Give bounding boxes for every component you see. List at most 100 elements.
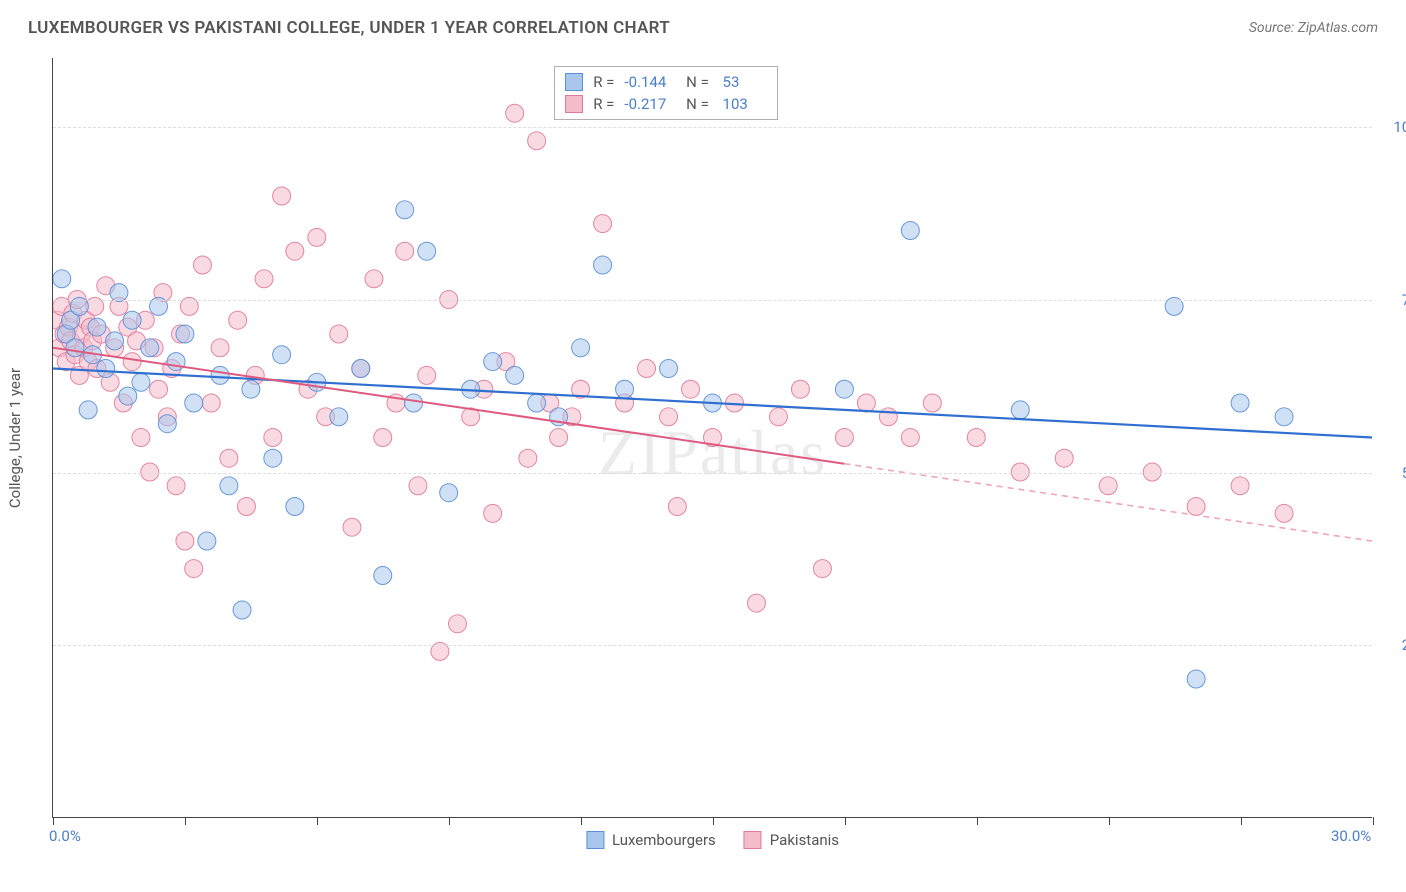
marker-luxembourger [273,346,291,364]
header: LUXEMBOURGER VS PAKISTANI COLLEGE, UNDER… [0,0,1406,48]
marker-pakistani [237,498,255,516]
marker-luxembourger [506,366,524,384]
marker-luxembourger [1011,401,1029,419]
marker-pakistani [1275,504,1293,522]
marker-pakistani [409,477,427,495]
gridline-h [53,127,1372,128]
stat-n-value: 53 [719,73,767,91]
marker-luxembourger [119,387,137,405]
stat-r-value: -0.144 [624,73,672,91]
stat-n-label: N = [682,95,708,113]
marker-luxembourger [167,353,185,371]
marker-luxembourger [66,339,84,357]
marker-pakistani [286,242,304,260]
marker-luxembourger [242,380,260,398]
gridline-h [53,473,1372,474]
gridline-h [53,645,1372,646]
marker-pakistani [835,429,853,447]
regression-line-dashed [844,464,1372,541]
legend-label: Pakistanis [770,831,839,849]
marker-luxembourger [233,601,251,619]
marker-pakistani [418,366,436,384]
x-tick [449,817,450,825]
marker-pakistani [519,449,537,467]
marker-luxembourger [53,270,71,288]
marker-luxembourger [220,477,238,495]
marker-pakistani [879,408,897,426]
marker-pakistani [638,360,656,378]
marker-luxembourger [418,242,436,260]
marker-luxembourger [264,449,282,467]
marker-pakistani [255,270,273,288]
y-axis-title: College, Under 1 year [6,367,24,507]
marker-pakistani [343,518,361,536]
correlation-stats-box: R =-0.144 N = 53R =-0.217 N = 103 [554,66,778,120]
marker-pakistani [1187,498,1205,516]
gridline-h [53,300,1372,301]
marker-pakistani [132,429,150,447]
marker-pakistani [769,408,787,426]
marker-pakistani [176,532,194,550]
stat-r-label: R = [593,73,614,91]
regression-line [53,369,1372,438]
x-tick [845,817,846,825]
marker-luxembourger [185,394,203,412]
x-tick [977,817,978,825]
marker-luxembourger [106,332,124,350]
marker-luxembourger [484,353,502,371]
marker-pakistani [682,380,700,398]
marker-pakistani [550,429,568,447]
marker-pakistani [264,429,282,447]
marker-luxembourger [352,360,370,378]
marker-luxembourger [1275,408,1293,426]
legend-swatch [565,73,583,91]
x-tick [1373,817,1374,825]
marker-pakistani [857,394,875,412]
marker-luxembourger [132,373,150,391]
marker-pakistani [396,242,414,260]
marker-pakistani [660,408,678,426]
marker-pakistani [1231,477,1249,495]
x-tick [53,817,54,825]
y-tick-label: 50.0% [1382,464,1406,482]
source-attribution: Source: ZipAtlas.com [1249,20,1378,36]
marker-pakistani [330,325,348,343]
marker-luxembourger [97,360,115,378]
marker-pakistani [365,270,383,288]
marker-pakistani [1099,477,1117,495]
x-tick [581,817,582,825]
marker-luxembourger [141,339,159,357]
x-tick-label: 0.0% [49,827,81,845]
marker-luxembourger [901,222,919,240]
x-tick [185,817,186,825]
marker-pakistani [923,394,941,412]
marker-pakistani [193,256,211,274]
marker-pakistani [185,560,203,578]
x-tick-label: 30.0% [1331,827,1371,845]
marker-luxembourger [835,380,853,398]
legend-swatch [565,95,583,113]
marker-pakistani [374,429,392,447]
marker-pakistani [747,594,765,612]
marker-pakistani [211,339,229,357]
marker-luxembourger [88,318,106,336]
x-tick [713,817,714,825]
marker-pakistani [506,104,524,122]
marker-luxembourger [1187,670,1205,688]
marker-luxembourger [660,360,678,378]
marker-pakistani [150,380,168,398]
marker-luxembourger [572,339,590,357]
stats-row: R =-0.144 N = 53 [565,71,767,93]
chart-area: College, Under 1 year ZIPatlas R =-0.144… [52,58,1372,818]
marker-luxembourger [440,484,458,502]
marker-pakistani [167,477,185,495]
stat-r-label: R = [593,95,614,113]
marker-luxembourger [1231,394,1249,412]
marker-luxembourger [176,325,194,343]
marker-luxembourger [594,256,612,274]
marker-pakistani [220,449,238,467]
marker-pakistani [967,429,985,447]
scatter-plot [53,58,1372,817]
legend-label: Luxembourgers [612,831,716,849]
marker-luxembourger [158,415,176,433]
